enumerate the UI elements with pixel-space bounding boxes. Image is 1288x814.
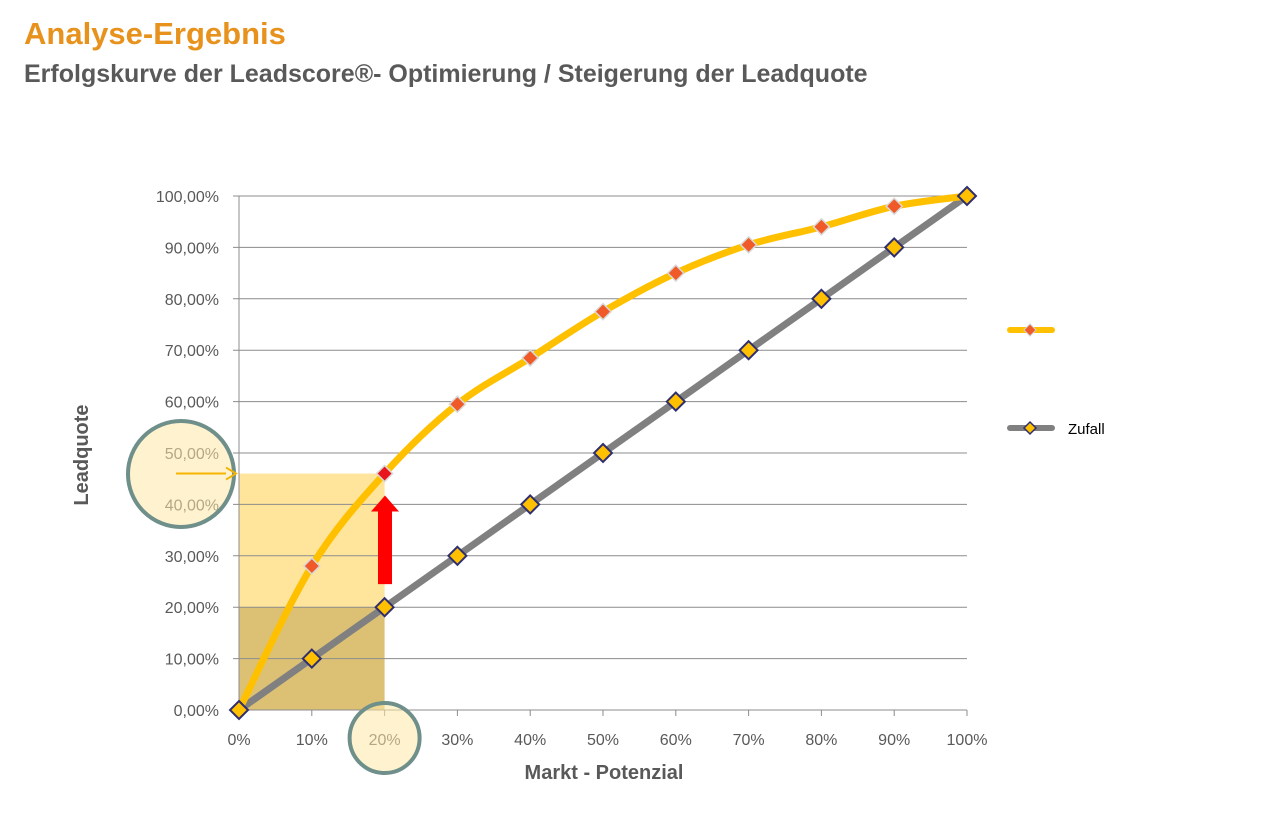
x-tick-label: 60% bbox=[660, 732, 692, 749]
y-tick-label: 60,00% bbox=[165, 395, 219, 412]
marker-optimized bbox=[739, 235, 758, 254]
x-tick-label: 10% bbox=[296, 732, 328, 749]
increase-arrow bbox=[371, 495, 399, 585]
x-axis-ticks: 0%10%20%30%40%50%60%70%80%90%100% bbox=[227, 732, 987, 749]
marker-optimized bbox=[812, 217, 831, 236]
marker-random bbox=[810, 288, 832, 310]
x-tick-label: 40% bbox=[514, 732, 546, 749]
y-highlight-arrow-head bbox=[225, 466, 238, 481]
page-title: Analyse-Ergebnis bbox=[24, 16, 286, 51]
x-tick-label: 50% bbox=[587, 732, 619, 749]
y-tick-label: 20,00% bbox=[165, 600, 219, 617]
y-tick-label: 100,00% bbox=[156, 189, 219, 206]
x-tick-label: 80% bbox=[805, 732, 837, 749]
marker-optimized bbox=[885, 197, 904, 216]
marker-optimized bbox=[375, 464, 394, 483]
y-tick-label: 30,00% bbox=[165, 549, 219, 566]
marker-random bbox=[883, 236, 905, 258]
x-tick-label: 30% bbox=[441, 732, 473, 749]
marker-random bbox=[446, 545, 468, 567]
marker-random bbox=[228, 699, 250, 721]
y-tick-label: 70,00% bbox=[165, 343, 219, 360]
y-tick-label: 0,00% bbox=[174, 703, 219, 720]
legend-label-random: Zufall bbox=[1068, 421, 1105, 438]
x-axis-title: Markt - Potenzial bbox=[525, 762, 684, 784]
marker-random bbox=[665, 391, 687, 413]
y-axis-title: Leadquote bbox=[71, 404, 93, 505]
marker-optimized bbox=[593, 302, 613, 321]
highlight-areas bbox=[239, 473, 385, 710]
x-tick-label: 90% bbox=[878, 732, 910, 749]
marker-optimized bbox=[666, 264, 685, 283]
marker-random bbox=[374, 596, 396, 618]
y-tick-label: 90,00% bbox=[165, 240, 219, 257]
series-markers bbox=[228, 185, 978, 721]
marker-random bbox=[592, 442, 614, 464]
page-subtitle: Erfolgskurve der Leadscore®- Optimierung… bbox=[24, 60, 868, 88]
marker-random bbox=[519, 493, 541, 515]
y-tick-label: 10,00% bbox=[165, 652, 219, 669]
legend: Zufall bbox=[1007, 323, 1105, 438]
marker-optimized bbox=[302, 557, 321, 576]
x-tick-label: 0% bbox=[227, 732, 250, 749]
x-tick-label: 70% bbox=[733, 732, 765, 749]
marker-random bbox=[738, 339, 760, 361]
legend-marker-random bbox=[1022, 420, 1038, 436]
legend-marker-optimized bbox=[1023, 323, 1037, 337]
annotations bbox=[126, 419, 422, 775]
y-tick-label: 80,00% bbox=[165, 292, 219, 309]
marker-optimized bbox=[521, 348, 540, 367]
x-highlight-circle bbox=[347, 701, 422, 775]
marker-random bbox=[956, 185, 978, 207]
x-tick-label: 100% bbox=[947, 732, 988, 749]
marker-random bbox=[301, 648, 323, 670]
marker-optimized bbox=[448, 395, 467, 414]
